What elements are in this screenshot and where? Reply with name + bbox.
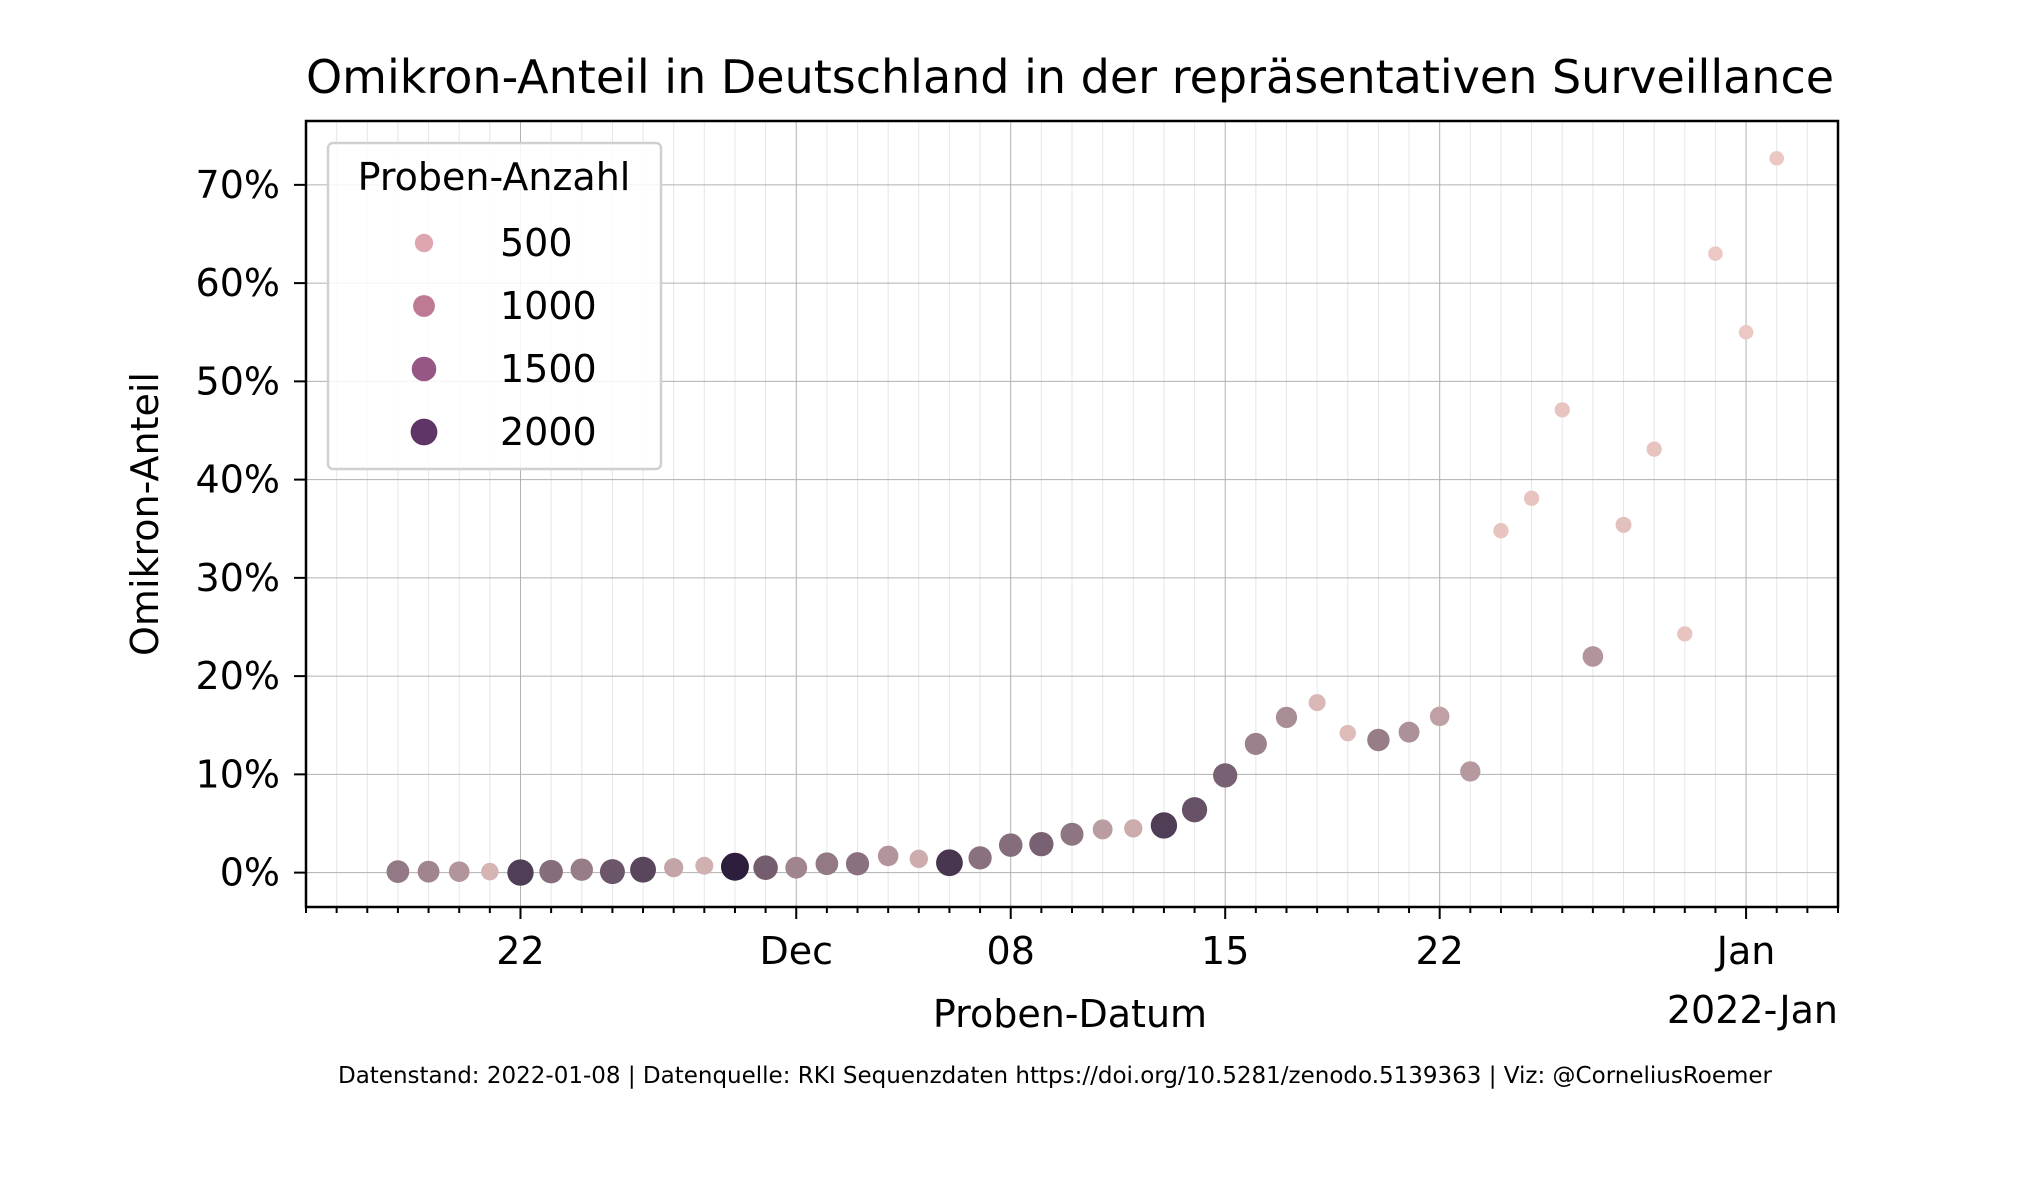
y-tick-label: 30% [196,556,280,600]
y-tick-label: 50% [196,359,280,403]
data-point [1339,724,1357,742]
data-point [1523,490,1540,506]
data-point [1275,706,1298,729]
data-point [1124,819,1143,838]
x-axis-label: Proben-Datum [933,992,1207,1036]
y-axis-label: Omikron-Anteil [123,372,167,656]
data-point [1646,441,1662,457]
legend-label: 1000 [500,284,597,328]
footer-credits: Datenstand: 2022-01-08 | Datenquelle: RK… [338,1063,1773,1089]
legend-marker [414,233,434,253]
data-point [1060,822,1084,846]
data-point [539,859,563,884]
legend: Proben-Anzahl 500 1000 1500 2000 [326,141,663,471]
data-point [386,860,410,883]
data-point [1308,694,1326,712]
data-point [1554,402,1570,418]
data-point [1244,732,1267,755]
x-tick-label: 15 [1201,929,1249,973]
x-tick-label: 22 [496,929,544,973]
data-point [481,862,499,881]
x-tick-label: Dec [759,929,833,973]
y-tick-label: 10% [196,752,280,796]
data-point [448,861,470,882]
data-point [1181,797,1208,823]
data-point [1092,819,1113,840]
axis-ticks: 22 Dec 08 15 22 Jan 0% 10% 20% 30% 40% 50% 60% 70% [196,163,1839,973]
legend-marker [410,418,438,446]
legend-marker [411,356,437,382]
y-tick-label: 0% [220,851,280,895]
legend-label: 2000 [500,410,597,454]
x-tick-label: 08 [987,929,1035,973]
data-point [1367,728,1390,752]
data-point [936,849,963,877]
data-point [630,856,657,883]
data-point [815,852,839,876]
data-point [1677,626,1693,642]
y-tick-label: 70% [196,163,280,207]
data-point [909,849,928,869]
data-point [1769,151,1785,166]
legend-box [326,141,663,471]
data-point [753,855,778,880]
data-point [1460,761,1481,782]
data-point [1213,763,1238,788]
legend-marker [413,295,435,317]
y-tick-label: 60% [196,261,280,305]
data-point [599,859,625,885]
data-point [1029,831,1054,857]
x-tick-label: 22 [1416,929,1464,973]
chart-title: Omikron-Anteil in Deutschland in der rep… [306,50,1834,104]
legend-label: 500 [500,221,573,265]
data-point [695,856,714,875]
data-point [1582,646,1604,667]
data-point [417,860,440,883]
data-point [1150,812,1178,839]
data-points [386,151,1785,886]
data-point [998,833,1023,857]
data-point [1708,246,1723,261]
y-tick-label: 20% [196,654,280,698]
data-point [720,852,749,881]
data-point [664,858,684,878]
data-point [785,856,808,879]
data-point [968,846,992,870]
y-tick-label: 40% [196,458,280,502]
data-point [1738,324,1754,340]
data-point [570,858,593,881]
x-axis-offset-label: 2022-Jan [1667,988,1838,1032]
data-point [1493,523,1509,539]
data-point [507,859,534,886]
data-point [845,852,870,876]
legend-label: 1500 [500,347,597,391]
data-point [877,845,899,867]
data-point [1615,516,1632,533]
x-tick-label: Jan [1715,929,1776,973]
data-point [1398,721,1420,743]
legend-title: Proben-Anzahl [358,155,631,199]
data-point [1429,706,1450,727]
